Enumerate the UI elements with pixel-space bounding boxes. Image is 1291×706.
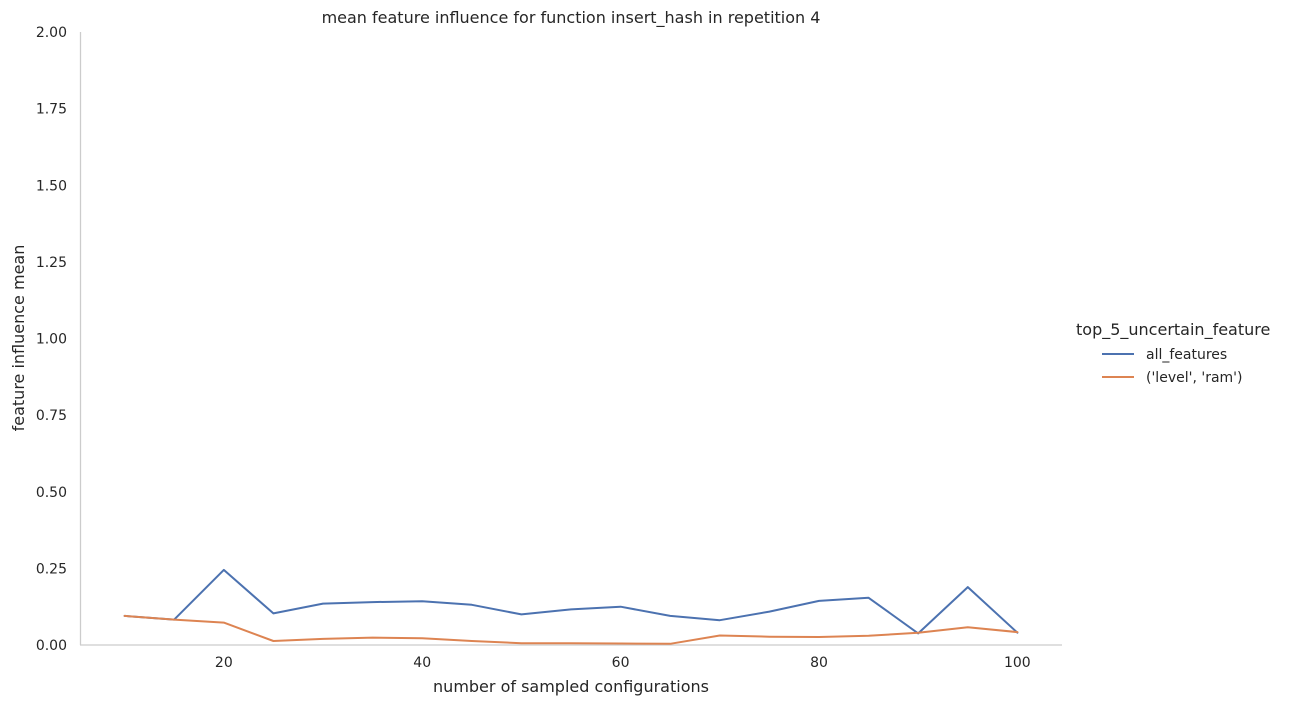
x-tick-label: 20 — [215, 655, 233, 671]
y-tick-label: 0.25 — [36, 561, 67, 577]
y-axis-label: feature influence mean — [9, 245, 28, 432]
y-tick-label: 0.75 — [36, 408, 67, 424]
y-tick-labels: 0.00 0.25 0.50 0.75 1.00 1.25 1.50 1.75 2.00 — [36, 25, 67, 654]
y-tick-label: 1.75 — [36, 102, 67, 118]
series-line-0 — [123, 568, 1019, 635]
legend: top_5_uncertain_feature all_features ('le… — [1076, 320, 1270, 386]
y-tick-label: 1.25 — [36, 255, 67, 271]
y-tick-label: 1.00 — [36, 332, 67, 348]
y-tick-label: 1.50 — [36, 178, 67, 194]
x-tick-label: 80 — [810, 655, 828, 671]
series-lines — [123, 568, 1019, 645]
y-tick-label: 2.00 — [36, 25, 67, 41]
axes — [79, 32, 1062, 646]
legend-entry-label: ('level', 'ram') — [1146, 370, 1242, 386]
x-tick-label: 40 — [413, 655, 431, 671]
legend-entry-label: all_features — [1146, 347, 1227, 363]
chart-title: mean feature influence for function inse… — [322, 8, 821, 28]
series-line-1 — [123, 614, 1019, 645]
x-axis-label: number of sampled configurations — [433, 677, 709, 696]
legend-title: top_5_uncertain_feature — [1076, 320, 1270, 340]
x-tick-label: 100 — [1004, 655, 1031, 671]
y-tick-label: 0.50 — [36, 485, 67, 501]
x-tick-labels: 20 40 60 80 100 — [215, 655, 1031, 671]
x-tick-label: 60 — [612, 655, 630, 671]
y-tick-label: 0.00 — [36, 638, 67, 654]
